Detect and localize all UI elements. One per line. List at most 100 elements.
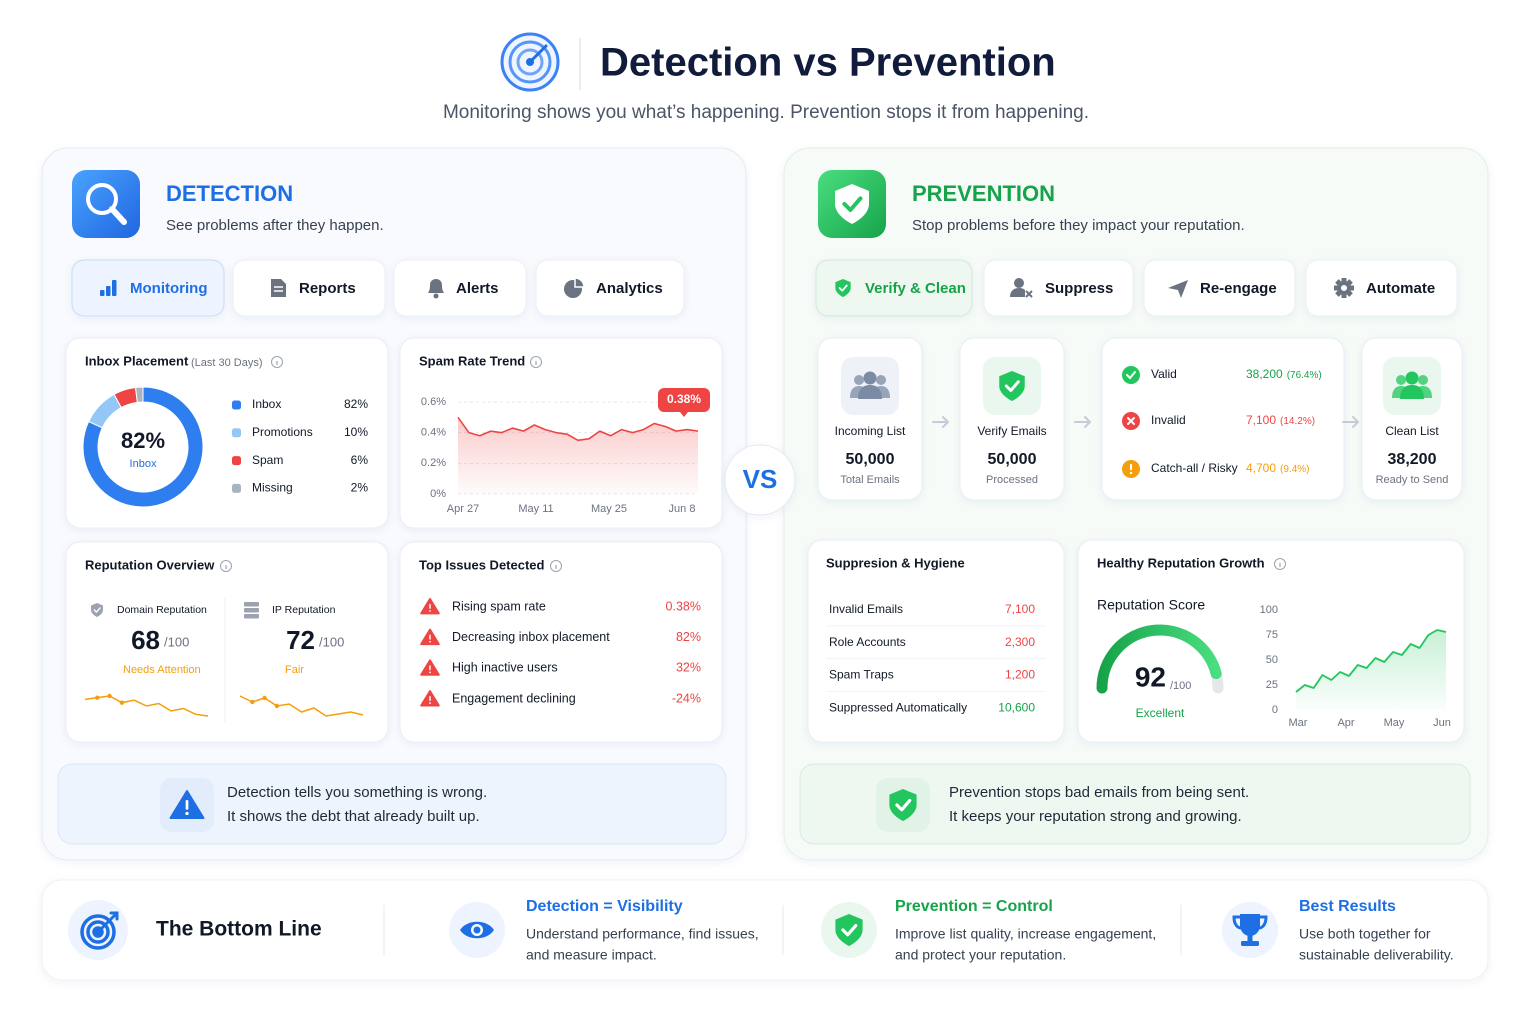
y-tick-label: 75 [1266, 629, 1278, 641]
info-icon [1274, 558, 1286, 570]
bottom-item-title: Prevention = Control [895, 898, 1053, 915]
y-tick-label: 100 [1260, 604, 1278, 616]
tab-icon [1025, 290, 1033, 298]
card-title: Top Issues Detected [419, 557, 545, 572]
result-count: 7,100 [1246, 413, 1276, 427]
shield-icon [999, 371, 1025, 401]
metric-max: /100 [164, 634, 189, 649]
tab-active[interactable] [815, 259, 973, 317]
sparkline-dot [107, 693, 112, 699]
card-title: Spam Rate Trend [419, 353, 525, 368]
row-name: Role Accounts [829, 635, 906, 649]
row-value: 7,100 [1005, 602, 1035, 616]
y-tick-label: 0 [1272, 704, 1278, 716]
status-icon [1127, 417, 1135, 425]
bottom-item-text: and measure impact. [526, 947, 657, 963]
result-name: Valid [1151, 367, 1177, 381]
legend-value: 2% [351, 481, 369, 495]
legend-value: 10% [344, 425, 368, 439]
gauge-title: Reputation Score [1097, 597, 1205, 613]
y-tick-label: 0.4% [421, 427, 446, 439]
check-icon [895, 798, 912, 812]
tab[interactable] [1305, 259, 1458, 317]
gauge-max: /100 [1170, 680, 1191, 692]
bottom-item-text: Use both together for [1299, 926, 1431, 942]
people-icon [1400, 385, 1424, 399]
flow-caption: Total Emails [840, 474, 900, 486]
sparkline-dot [95, 695, 100, 700]
section-subtitle: Stop problems before they impact your re… [912, 217, 1245, 234]
metric-name: IP Reputation [272, 604, 336, 616]
legend-label: Inbox [252, 397, 281, 411]
tab[interactable] [393, 259, 527, 317]
issue-value: 82% [676, 630, 701, 644]
card-title: Suppresion & Hygiene [826, 555, 965, 570]
info-icon [530, 356, 542, 368]
metric-status: Fair [285, 664, 304, 676]
tab[interactable] [535, 259, 685, 317]
flow-arrow [932, 416, 949, 428]
tab-icon [1168, 280, 1188, 298]
metric-name: Domain Reputation [117, 604, 207, 616]
sparkline-dot [274, 703, 280, 709]
tab-icon [271, 279, 286, 297]
warning-mark [429, 702, 431, 704]
issue-value: -24% [672, 691, 701, 705]
result-value: 7,100 (14.2%) [1246, 413, 1315, 427]
tab-label: Reports [299, 280, 356, 297]
prevention-note [799, 763, 1471, 845]
bottom-title: The Bottom Line [156, 918, 322, 941]
people-icon [854, 375, 864, 385]
result-value: 4,700 (9.4%) [1246, 461, 1309, 475]
tab-icon [106, 286, 111, 296]
page-subtitle: Monitoring shows you what’s happening. P… [443, 102, 1089, 123]
target-icon [96, 911, 119, 934]
prevention-panel [783, 147, 1489, 861]
check-icon [1004, 380, 1020, 392]
callout-label: 0.38% [667, 392, 701, 406]
check-icon [842, 196, 863, 212]
flow-arrow [1074, 416, 1091, 428]
tab-icon [1010, 288, 1025, 297]
tab-label: Analytics [596, 280, 663, 297]
callout-badge [658, 388, 710, 412]
target-icon [80, 914, 116, 950]
card-title: Healthy Reputation Growth [1097, 555, 1265, 570]
card-period: (Last 30 Days) [191, 357, 263, 369]
legend-value: 82% [344, 397, 368, 411]
results-card [1101, 337, 1345, 501]
issue-name: High inactive users [452, 661, 558, 675]
flow-value: 38,200 [1388, 451, 1437, 468]
header-logo [528, 44, 548, 64]
tab-active[interactable] [71, 259, 225, 317]
result-value: 38,200 (76.4%) [1246, 367, 1322, 381]
note-line: Prevention stops bad emails from being s… [949, 784, 1249, 801]
tab[interactable] [983, 259, 1134, 317]
result-count: 38,200 [1246, 367, 1283, 381]
legend-swatch [232, 483, 241, 493]
tab[interactable] [1143, 259, 1296, 317]
warning-mark [185, 811, 189, 816]
issue-value: 32% [676, 661, 701, 675]
y-tick-label: 0.6% [421, 396, 446, 408]
donut-segment [134, 386, 144, 403]
result-share: (9.4%) [1280, 464, 1309, 475]
gauge-value [1096, 624, 1222, 694]
tab[interactable] [232, 259, 386, 317]
eye-icon [473, 926, 481, 934]
result-share: (14.2%) [1280, 416, 1315, 427]
trophy-icon [1232, 915, 1268, 930]
status-icon [1122, 366, 1140, 384]
info-icon [550, 560, 562, 572]
status-icon [1130, 464, 1132, 470]
header-logo [508, 40, 552, 84]
check-icon [841, 923, 858, 937]
status-icon [1129, 471, 1133, 475]
card-title: Reputation Overview [85, 557, 215, 572]
donut-segment [82, 386, 204, 508]
flow-value: 50,000 [846, 451, 895, 468]
metric-score: 68 [131, 625, 160, 655]
flow-label: Verify Emails [977, 424, 1046, 438]
inbox-card [65, 337, 389, 529]
